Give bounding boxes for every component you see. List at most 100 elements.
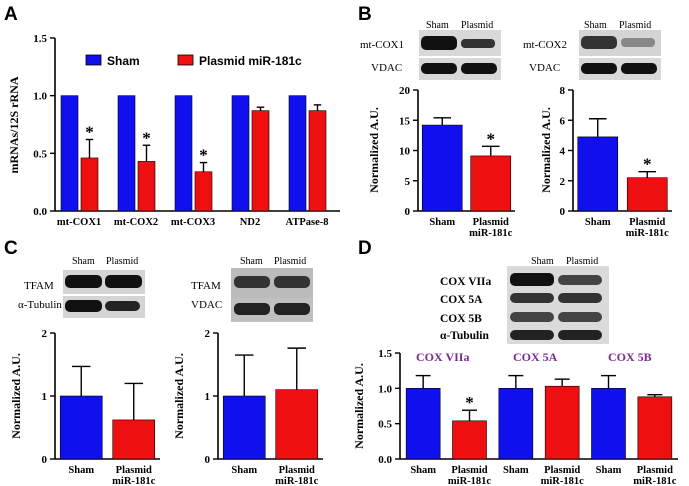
- blot-d-band: [510, 330, 554, 340]
- chart-a-ylabel: mRNAs/12S rRNA: [7, 76, 21, 173]
- chart-c2-category-label: Plasmid miR-181c: [275, 465, 318, 486]
- chart-d-bar: [452, 420, 487, 460]
- chart-d-category-label: Sham: [596, 465, 622, 476]
- chart-c2-ytick-label: 2: [205, 328, 211, 340]
- chart-b1-ylabel: Normalized A.U.: [367, 107, 381, 193]
- chart-b1-ytick-label: 0: [405, 206, 411, 218]
- blot-c2-header-sham: Sham: [240, 256, 263, 267]
- blot-b1-header-plasmid: Plasmid: [461, 20, 493, 31]
- blot-c1-band: [65, 275, 102, 288]
- legend: Sham Plasmid miR-181c: [85, 54, 302, 68]
- chart-a-bar: [194, 171, 213, 212]
- blot-b2-row-1: mt-COX2: [523, 39, 567, 51]
- blot-c1-band: [65, 300, 102, 312]
- legend-label-plasmid: Plasmid miR-181c: [199, 54, 302, 68]
- chart-a-bar: [60, 95, 79, 212]
- chart-b2-ytick-label: 6: [560, 115, 566, 127]
- chart-b1-ytick-label: 15: [399, 115, 411, 127]
- chart-c1-bar: [59, 395, 103, 460]
- legend-label-sham: Sham: [107, 54, 140, 68]
- legend-swatch-plasmid: [177, 54, 194, 66]
- chart-b2-ylabel: Normalized A.U.: [539, 107, 553, 193]
- blot-b2-row-2: VDAC: [529, 62, 560, 74]
- blot-d: Sham Plasmid COX VIIa COX 5A COX 5B α-Tu…: [440, 256, 609, 344]
- chart-a-bar: [288, 95, 307, 212]
- chart-c2-ytick-label: 0: [205, 454, 211, 466]
- blot-d-row-4: α-Tubulin: [440, 330, 489, 342]
- chart-b1-category-label: Sham: [429, 217, 455, 228]
- blot-d-header-plasmid: Plasmid: [566, 256, 598, 267]
- blot-b2-band: [621, 63, 657, 74]
- charts: 0.0 0.5 1.0 1.5 mRNAs/12S rRNA * mt-COX1 * mt-CO…: [7, 33, 678, 486]
- chart-a-category-label: mt-COX3: [171, 217, 215, 228]
- chart-b2-category-label: Plasmid miR-181c: [626, 217, 669, 239]
- chart-a-bar: [80, 157, 99, 212]
- chart-d-ylabel: Normalized A.U.: [352, 363, 366, 449]
- chart-c2-ylabel: Normalized A.U.: [172, 353, 186, 439]
- blot-b1-row-1: mt-COX1: [360, 39, 404, 51]
- blot-c1-band: [105, 275, 142, 288]
- chart-a-category-label: mt-COX1: [57, 217, 101, 228]
- chart-c1-bar: [112, 419, 156, 460]
- blot-c1-row-1: TFAM: [24, 280, 54, 292]
- blot-c2-band: [234, 303, 270, 315]
- chart-c1-ytick-label: 2: [42, 328, 48, 340]
- chart-b1-category-label: Plasmid miR-181c: [469, 217, 512, 239]
- chart-a-ytick-label: 1.0: [33, 91, 47, 103]
- blot-c1-row-2: α-Tubulin: [18, 299, 62, 311]
- chart-d-category-label: Sham: [410, 465, 436, 476]
- blot-d-row-2: COX 5A: [440, 294, 483, 306]
- chart-a-ytick-label: 1.5: [33, 33, 47, 45]
- blot-d-band: [510, 273, 554, 286]
- blot-c1-header-plasmid: Plasmid: [106, 256, 138, 267]
- chart-d-bar: [544, 385, 580, 460]
- blot-c2-band: [274, 276, 310, 288]
- blot-b2-band: [621, 38, 655, 47]
- blot-b1-row-2: VDAC: [371, 62, 402, 74]
- chart-d-group-label-2: COX 5A: [513, 350, 558, 364]
- blot-d-band: [558, 275, 602, 285]
- chart-c2-ytick-label: 1: [205, 391, 211, 403]
- blot-c1-header-sham: Sham: [72, 256, 95, 267]
- chart-d-ytick-label: 0.5: [378, 419, 392, 431]
- chart-b1-bar: [421, 124, 463, 212]
- chart-b2-category-label: Sham: [585, 217, 611, 228]
- chart-b2-ytick-label: 2: [560, 176, 566, 188]
- chart-a-significance: *: [199, 146, 208, 165]
- blot-c2-row-1: TFAM: [191, 280, 221, 292]
- chart-a-bar: [174, 95, 193, 212]
- chart-d-category-label: Sham: [503, 465, 529, 476]
- blot-d-header-sham: Sham: [531, 256, 554, 267]
- blot-b2: Sham Plasmid mt-COX2 VDAC: [523, 20, 661, 80]
- chart-a-significance: *: [142, 128, 151, 147]
- blot-b1: Sham Plasmid mt-COX1 VDAC: [360, 20, 501, 80]
- blot-c2-band: [274, 303, 310, 315]
- blot-c2-row-2: VDAC: [191, 299, 222, 311]
- blot-b2-header-sham: Sham: [584, 20, 607, 31]
- chart-c1-ylabel: Normalized A.U.: [9, 353, 23, 439]
- chart-a-ytick-label: 0.0: [33, 206, 47, 218]
- chart-d-category-label: Plasmid miR-181c: [633, 465, 676, 486]
- blot-c1: Sham Plasmid TFAM α-Tubulin: [18, 256, 145, 318]
- blot-d-row-3: COX 5B: [440, 313, 482, 325]
- chart-a-category-label: ATPase-8: [286, 217, 329, 228]
- chart-a-bar: [251, 110, 270, 212]
- chart-a-significance: *: [85, 122, 94, 141]
- chart-b2-bar: [626, 177, 668, 212]
- panel-letter-b: B: [358, 4, 372, 25]
- chart-b1-ytick-label: 20: [399, 85, 411, 97]
- chart-d-group-label-3: COX 5B: [608, 350, 652, 364]
- chart-d-significance: *: [465, 393, 474, 412]
- chart-a-category-label: mt-COX2: [114, 217, 158, 228]
- chart-c1-ytick-label: 1: [42, 391, 48, 403]
- panel-letter-d: D: [358, 238, 372, 259]
- chart-c1-ytick-label: 0: [42, 454, 48, 466]
- chart-d-ytick-label: 1.0: [378, 383, 392, 395]
- blot-d-band: [510, 312, 554, 322]
- blot-d-band: [558, 312, 602, 322]
- panel-letter-a: A: [4, 4, 18, 25]
- blot-b1-band: [421, 63, 457, 74]
- blot-c2-header-plasmid: Plasmid: [274, 256, 306, 267]
- chart-d-category-label: Plasmid miR-181c: [541, 465, 584, 486]
- chart-a-bar: [117, 95, 136, 212]
